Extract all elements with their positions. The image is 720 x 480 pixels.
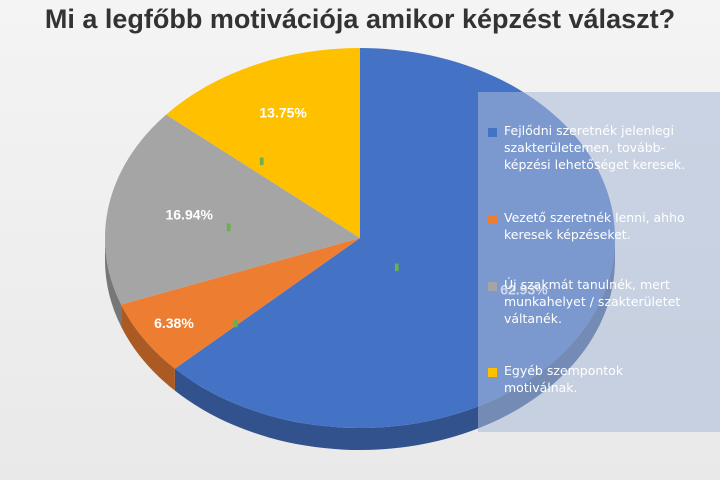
marker-icon: ▮ xyxy=(394,262,400,273)
data-label-vezeto: 6.38% xyxy=(154,315,194,331)
data-label-uj-szakma: 16.94% xyxy=(165,206,213,222)
slice-egyeb xyxy=(166,48,360,238)
slice-side-vezeto xyxy=(121,304,175,391)
legend-swatch-blue xyxy=(488,128,497,137)
legend-swatch-orange xyxy=(488,215,497,224)
marker-icon: ▮ xyxy=(259,156,265,167)
slice-vezeto xyxy=(121,238,361,369)
marker-icon: ▮ xyxy=(233,318,239,329)
marker-icon: ▮ xyxy=(226,222,232,233)
slice-uj-szakma xyxy=(104,114,361,305)
legend-label-egyeb: Egyéb szempontok motiválnak. xyxy=(504,363,624,395)
legend-label-fejlodni: Fejlődni szeretnék jelenlegi szakterület… xyxy=(504,123,686,172)
chart-title: Mi a legfőbb motivációja amikor képzést … xyxy=(44,4,676,34)
data-label-egyeb: 13.75% xyxy=(259,104,307,120)
legend: Fejlődni szeretnék jelenlegi szakterület… xyxy=(478,92,720,432)
slice-side-uj-szakma xyxy=(105,238,122,327)
legend-swatch-yellow xyxy=(488,368,497,377)
legend-label-uj-szakma: Új szakmát tanulnék, mert munkahelyet / … xyxy=(504,277,681,326)
legend-label-vezeto: Vezető szeretnék lenni, ahho keresek kép… xyxy=(504,210,685,242)
legend-swatch-gray xyxy=(488,282,497,291)
